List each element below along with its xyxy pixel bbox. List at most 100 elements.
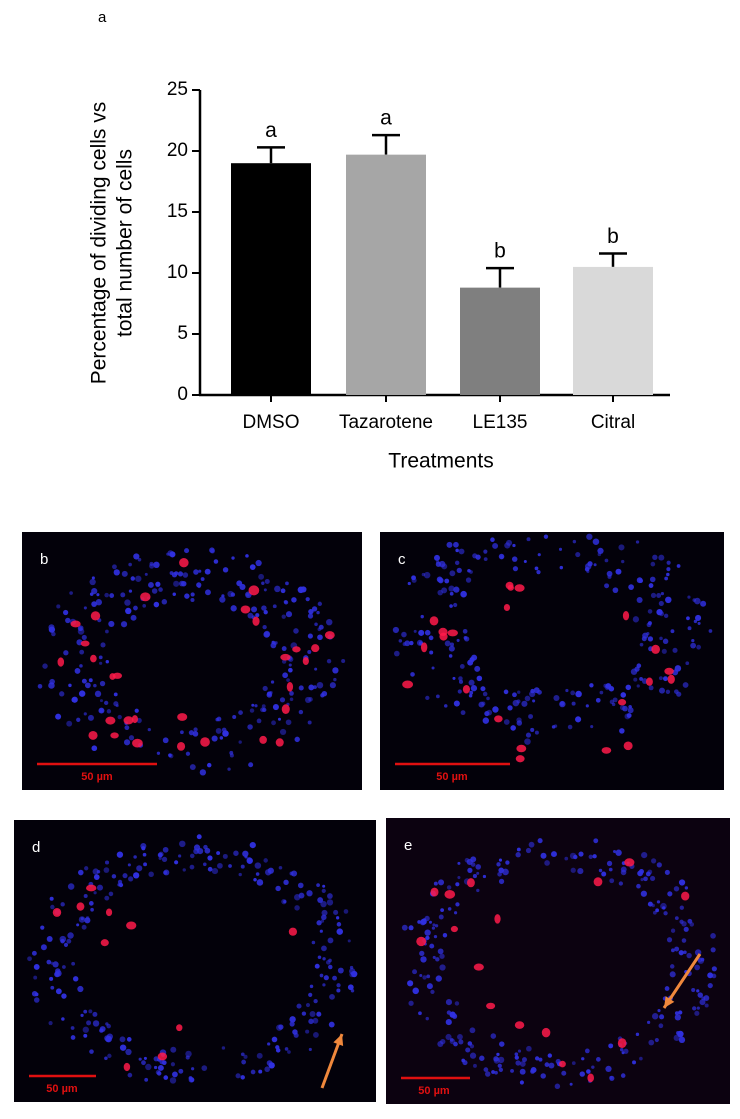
nucleus <box>528 841 535 848</box>
micrograph: c 50 µm <box>380 532 724 790</box>
nucleus <box>236 580 243 587</box>
nucleus <box>673 886 680 892</box>
nucleus <box>50 904 55 910</box>
nucleus <box>592 538 600 545</box>
nucleus <box>442 933 448 938</box>
nucleus <box>305 1029 310 1034</box>
nucleus <box>51 631 56 637</box>
nucleus <box>401 631 407 638</box>
nucleus <box>34 992 39 997</box>
dividing-nucleus <box>302 657 309 666</box>
nucleus <box>519 1080 524 1085</box>
nucleus <box>63 942 69 947</box>
nucleus <box>510 725 516 731</box>
nucleus <box>93 891 97 895</box>
dividing-nucleus <box>681 891 690 901</box>
nucleus <box>467 568 471 573</box>
nucleus <box>142 604 147 608</box>
nucleus <box>640 878 644 882</box>
nucleus <box>283 600 288 604</box>
nucleus <box>526 537 531 542</box>
nucleus <box>476 888 480 893</box>
nucleus <box>499 1041 505 1047</box>
nucleus <box>544 860 550 866</box>
nucleus <box>91 576 95 580</box>
dividing-nucleus <box>494 914 501 924</box>
nucleus <box>530 1069 535 1074</box>
nucleus <box>458 548 465 555</box>
nucleus <box>313 1032 319 1038</box>
nucleus <box>691 638 695 643</box>
dividing-nucleus <box>450 925 458 933</box>
nucleus <box>147 728 151 732</box>
nucleus <box>658 554 665 561</box>
nucleus <box>79 649 85 655</box>
dividing-nucleus <box>486 1002 496 1010</box>
nucleus <box>67 932 74 939</box>
nucleus <box>401 924 408 931</box>
nucleus <box>444 640 451 647</box>
nucleus <box>591 1065 595 1069</box>
dividing-nucleus <box>70 620 81 628</box>
nucleus <box>635 540 640 544</box>
dividing-nucleus <box>248 585 260 596</box>
nucleus <box>604 583 610 589</box>
nucleus <box>263 858 268 863</box>
nucleus <box>40 925 45 930</box>
nucleus <box>537 553 541 557</box>
nucleus <box>314 667 318 671</box>
nucleus <box>204 568 211 575</box>
nucleus <box>316 610 320 615</box>
nucleus <box>538 1057 543 1062</box>
x-tick-label: LE135 <box>473 412 528 433</box>
nucleus <box>498 1067 504 1072</box>
nucleus <box>59 935 67 943</box>
dividing-nucleus <box>324 631 335 640</box>
nucleus <box>433 935 438 939</box>
nucleus <box>516 717 522 723</box>
nucleus <box>73 976 79 982</box>
nucleus <box>221 1046 226 1050</box>
nucleus <box>288 667 293 673</box>
nucleus <box>529 690 536 698</box>
nucleus <box>407 980 414 987</box>
nucleus <box>264 1066 270 1073</box>
nucleus <box>336 916 340 920</box>
nucleus <box>537 838 543 844</box>
nucleus <box>142 852 147 857</box>
dividing-nucleus <box>86 884 97 892</box>
nucleus <box>66 720 73 727</box>
bar <box>346 154 426 395</box>
nucleus <box>561 1070 567 1076</box>
nucleus <box>88 901 94 906</box>
nucleus <box>449 570 456 577</box>
nucleus <box>655 908 660 913</box>
x-tick-label: DMSO <box>243 412 300 433</box>
nucleus <box>278 865 283 870</box>
nucleus <box>458 676 463 681</box>
nucleus <box>313 998 318 1004</box>
nucleus <box>298 685 304 691</box>
nucleus <box>683 926 689 932</box>
nucleus <box>109 593 115 598</box>
nucleus <box>570 690 576 696</box>
nucleus <box>130 576 136 581</box>
nucleus <box>454 560 460 566</box>
nucleus <box>659 1014 665 1020</box>
nucleus <box>474 665 481 672</box>
nucleus <box>676 691 682 697</box>
nucleus <box>647 1020 651 1024</box>
nucleus <box>317 601 323 607</box>
nucleus <box>112 564 117 570</box>
dividing-nucleus <box>416 936 427 947</box>
dividing-nucleus <box>514 584 525 592</box>
nucleus <box>286 678 290 682</box>
nucleus <box>321 945 327 952</box>
nucleus <box>327 893 333 899</box>
dividing-nucleus <box>420 642 428 653</box>
nucleus <box>326 899 334 906</box>
nucleus <box>687 595 691 599</box>
nucleus <box>512 692 517 698</box>
nucleus <box>448 654 453 658</box>
nucleus <box>148 871 154 877</box>
